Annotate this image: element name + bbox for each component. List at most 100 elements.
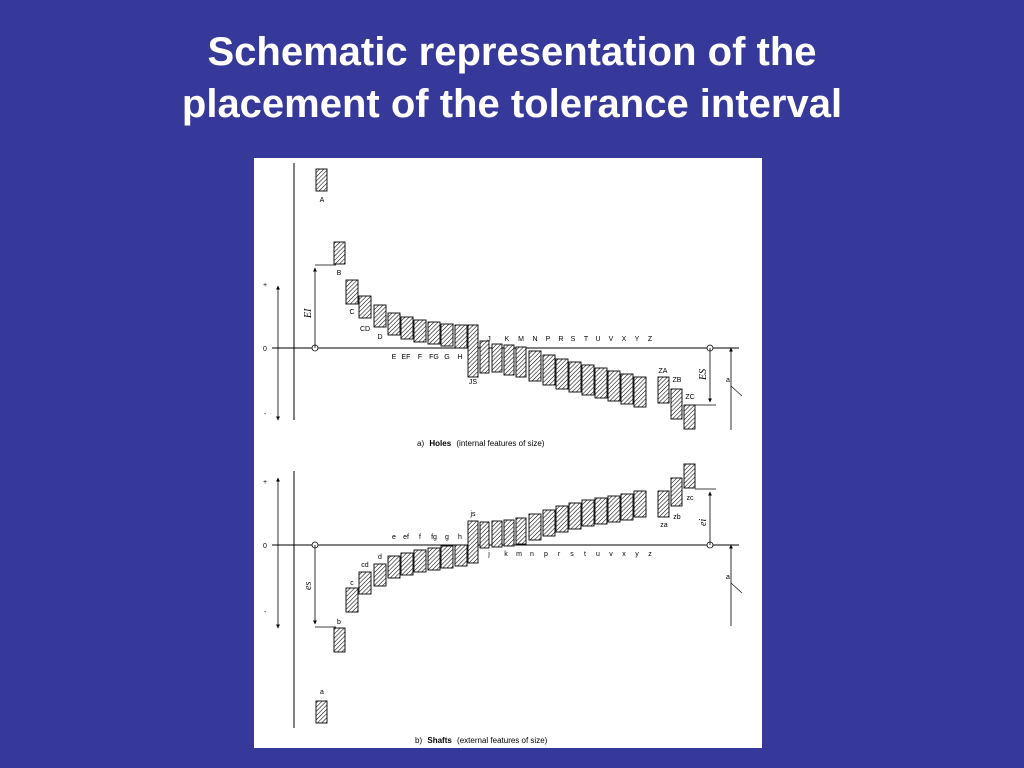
holes-deviation-label-ef: EF <box>402 354 411 361</box>
shafts-tolerance-bar-fg <box>427 547 441 571</box>
shafts-sign-plus: + <box>263 479 267 486</box>
holes-ei-label: EI <box>303 308 314 319</box>
shafts-tolerance-bar-y <box>620 493 634 521</box>
shafts-es-label: es <box>303 582 314 590</box>
holes-deviation-label-c: C <box>349 309 354 316</box>
shafts-deviation-label-cd: cd <box>361 562 369 569</box>
holes-sign-plus: + <box>263 282 267 289</box>
shafts-tolerance-bar-r <box>542 509 556 537</box>
shafts-tolerance-bar-js <box>467 520 479 564</box>
shafts-deviation-label-ef: ef <box>403 534 409 541</box>
holes-tolerance-bar-n <box>515 346 527 378</box>
holes-tolerance-bar-h <box>454 324 468 349</box>
holes-deviation-label-js: JS <box>469 379 478 386</box>
slide-title-line-1: Schematic representation of the <box>207 30 817 74</box>
holes-tolerance-bar-s <box>555 358 569 390</box>
shafts-deviation-label-e: e <box>392 534 396 541</box>
shafts-deviation-label-c: c <box>350 580 354 587</box>
holes-deviation-label-e: E <box>392 354 397 361</box>
holes-deviation-label-za: ZA <box>659 368 668 375</box>
shafts-caption: b) Shafts (external features of size) <box>415 736 548 745</box>
shafts-deviation-label-y: y <box>635 551 639 558</box>
shafts-deviation-label-zc: zc <box>687 495 695 502</box>
holes-tolerance-bar-m <box>503 344 515 376</box>
holes-deviation-label-r: R <box>558 336 563 343</box>
holes-caption-bold: Holes <box>429 439 451 448</box>
shafts-tolerance-bars <box>315 463 696 724</box>
shafts-tolerance-bar-s <box>555 505 569 533</box>
holes-note-leader <box>730 385 743 397</box>
holes-es-label: ES <box>698 369 709 381</box>
holes-caption: a) Holes (internal features of size) <box>417 439 545 448</box>
shafts-deviation-label-zb: zb <box>673 514 681 521</box>
shafts-deviation-label-z: z <box>648 551 652 558</box>
holes-deviation-label-y: Y <box>635 336 640 343</box>
shafts-tolerance-bar-k <box>491 520 503 548</box>
shafts-deviation-label-n: n <box>530 551 534 558</box>
holes-fundamental-deviation-labels: A B C CD D E EF F FG G H JS J K M N P R S T U V X Y Z ZA ZB ZC <box>320 197 695 401</box>
holes-deviation-label-f: F <box>418 354 422 361</box>
holes-tolerance-bar-k <box>491 343 503 373</box>
holes-tolerance-bar-p <box>528 350 542 382</box>
holes-deviation-label-m: M <box>518 336 524 343</box>
shafts-tolerance-bar-zb <box>670 477 683 507</box>
shafts-deviation-label-d: d <box>378 554 382 561</box>
shafts-tolerance-bar-g <box>440 545 454 569</box>
shafts-caption-rest: (external features of size) <box>457 736 548 745</box>
shafts-deviation-label-za: za <box>660 522 668 529</box>
shafts-tolerance-bar-u <box>581 499 595 527</box>
shafts-ei-label: ei <box>698 519 709 526</box>
shafts-sign-minus: - <box>264 609 267 616</box>
shafts-deviation-label-h: h <box>458 534 462 541</box>
shafts-deviation-label-m: m <box>516 551 522 558</box>
holes-deviation-label-g: G <box>444 354 449 361</box>
holes-deviation-label-p: P <box>546 336 551 343</box>
holes-deviation-label-k: K <box>505 336 510 343</box>
shafts-tolerance-bar-c <box>345 587 359 613</box>
holes-deviation-label-d: D <box>377 334 382 341</box>
shafts-deviation-label-g: g <box>445 534 449 541</box>
holes-caption-prefix: a) <box>417 439 424 448</box>
slide-title: Schematic representation of the placemen… <box>0 26 1024 130</box>
holes-tolerance-bar-d <box>373 304 387 328</box>
holes-deviation-label-j: J <box>487 336 491 343</box>
shafts-deviation-label-r: r <box>558 551 561 558</box>
holes-deviation-label-u: U <box>595 336 600 343</box>
holes-deviation-label-fg: FG <box>429 354 439 361</box>
shafts-deviation-label-a: a <box>320 689 324 696</box>
shafts-tolerance-bar-zc <box>683 463 696 489</box>
holes-sign-minus: - <box>264 411 267 418</box>
holes-tolerance-bar-cd <box>358 295 372 319</box>
holes-deviation-label-z: Z <box>648 336 653 343</box>
shafts-deviation-label-f: f <box>419 534 421 541</box>
holes-note-marker: a <box>726 377 730 384</box>
holes-tolerance-bar-ef <box>400 316 414 340</box>
shafts-tolerance-bar-f <box>413 549 427 573</box>
shafts-caption-bold: Shafts <box>427 736 452 745</box>
holes-deviation-label-zc: ZC <box>685 394 694 401</box>
shafts-tolerance-bar-v <box>594 497 608 525</box>
holes-tolerance-bars <box>315 168 696 430</box>
shafts-tolerance-bar-b <box>333 627 346 653</box>
shafts-deviation-label-p: p <box>544 551 548 558</box>
holes-deviation-label-cd: CD <box>360 326 370 333</box>
shafts-caption-prefix: b) <box>415 736 422 745</box>
holes-deviation-label-t: T <box>584 336 589 343</box>
holes-tolerance-bar-c <box>345 279 359 305</box>
shafts-tolerance-bar-ef <box>400 552 414 576</box>
holes-deviation-label-n: N <box>532 336 537 343</box>
shafts-deviation-label-js: js <box>469 511 476 518</box>
holes-sign-zero: 0 <box>263 346 267 353</box>
holes-tolerance-bar-f <box>413 319 427 343</box>
shafts-note-leader <box>730 582 743 594</box>
holes-deviation-label-x: X <box>622 336 627 343</box>
holes-tolerance-bar-j <box>479 340 490 374</box>
shafts-deviation-label-fg: fg <box>431 534 437 541</box>
shafts-tolerance-bar-t <box>568 502 582 530</box>
shafts-tolerance-bar-a <box>315 700 328 724</box>
holes-deviation-label-h: H <box>457 354 462 361</box>
shafts-deviation-label-x: x <box>622 551 626 558</box>
holes-tolerance-bar-t <box>568 361 582 393</box>
holes-tolerance-bar-b <box>333 241 346 265</box>
shafts-diagram: + 0 - es ei a a b c cd d e ef f fg g h js j k m n p r s t u v… <box>263 463 743 745</box>
